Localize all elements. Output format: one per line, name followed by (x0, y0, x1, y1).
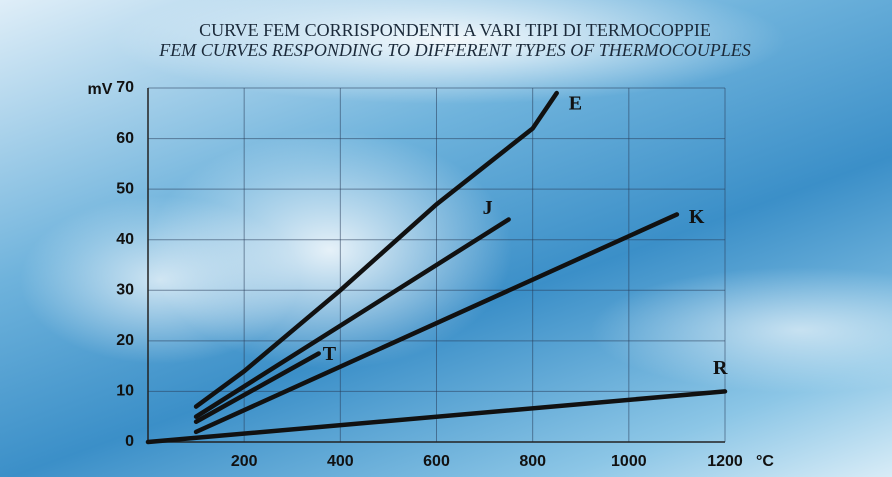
y-tick-label: 10 (116, 383, 134, 400)
series-label: R (713, 357, 728, 379)
chart-background: CURVE FEM CORRISPONDENTI A VARI TIPI DI … (0, 0, 892, 477)
y-tick-label: 40 (116, 231, 134, 248)
x-tick-label: 1000 (611, 453, 647, 470)
y-tick-label: 20 (116, 332, 134, 349)
series-label: T (323, 343, 337, 365)
x-tick-label: 200 (231, 453, 258, 470)
chart: CURVE FEM CORRISPONDENTI A VARI TIPI DI … (0, 0, 892, 477)
y-tick-label: 50 (116, 180, 134, 197)
x-tick-label: 800 (519, 453, 546, 470)
series-label: E (569, 93, 582, 115)
x-axis-label: °C (756, 453, 774, 470)
x-tick-label: 600 (423, 453, 450, 470)
series-label: K (689, 206, 705, 228)
x-tick-label: 1200 (707, 453, 743, 470)
y-tick-label: 60 (116, 130, 134, 147)
series-line (196, 219, 509, 416)
chart-subtitle: FEM CURVES RESPONDING TO DIFFERENT TYPES… (158, 40, 751, 60)
series-line (196, 354, 319, 422)
y-tick-label: 30 (116, 282, 134, 299)
x-tick-label: 400 (327, 453, 354, 470)
series-label: J (483, 197, 493, 219)
y-tick-label: 70 (116, 79, 134, 96)
y-axis-label: mV (88, 81, 113, 98)
chart-title: CURVE FEM CORRISPONDENTI A VARI TIPI DI … (199, 20, 711, 40)
series-line (196, 93, 557, 407)
y-tick-label: 0 (125, 433, 134, 450)
